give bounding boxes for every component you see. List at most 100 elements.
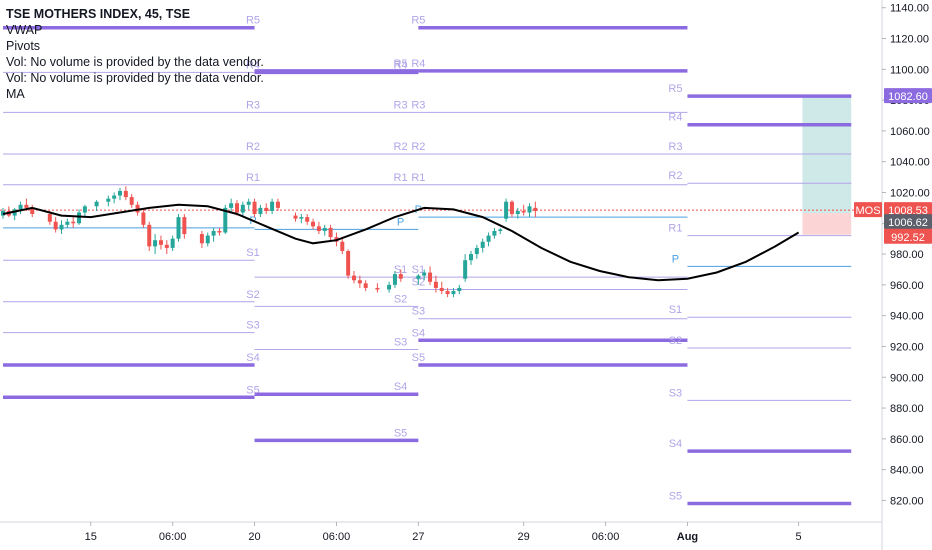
candle-body xyxy=(387,284,392,290)
candle-body xyxy=(270,201,275,211)
candle-body xyxy=(82,206,87,213)
candle-body xyxy=(422,272,427,276)
candle-body xyxy=(118,190,122,196)
indicator-ma[interactable]: MA xyxy=(6,87,25,101)
candle-body xyxy=(135,204,140,213)
price-tick-label: 1120.00 xyxy=(890,33,929,45)
price-tick-label: 1060.00 xyxy=(890,126,930,138)
stop-price-label: 992.52 xyxy=(891,232,925,244)
time-tick-label: 15 xyxy=(85,531,97,543)
last-price-label-bg xyxy=(884,202,932,218)
symbol-price-tag: MOS xyxy=(855,205,880,217)
candle-body xyxy=(480,241,485,248)
candle-body xyxy=(463,260,468,279)
candle-body xyxy=(235,203,239,213)
candle-body xyxy=(392,274,397,285)
price-tick-label: 1040.00 xyxy=(890,157,930,169)
pivot-label-s1: S1 xyxy=(669,304,682,316)
candle-body xyxy=(340,241,345,251)
candle-body xyxy=(258,207,263,215)
pivot-label-r1: R1 xyxy=(668,223,682,235)
candle-body xyxy=(147,224,152,247)
time-tick-label: 20 xyxy=(248,531,260,543)
chart-legend: TSE MOTHERS INDEX, 45, TSE VWAP Pivots V… xyxy=(6,6,264,102)
pivot-label-s4: S4 xyxy=(669,438,682,450)
candle-body xyxy=(71,221,76,224)
price-tick-label: 980.00 xyxy=(890,249,924,261)
candle-body xyxy=(65,221,70,225)
time-tick-label: Aug xyxy=(677,531,698,543)
pivot-label-r2: R2 xyxy=(411,141,425,153)
entry-price-label: 1006.62 xyxy=(888,217,928,229)
pivot-label-s3: S3 xyxy=(394,337,407,349)
candle-body xyxy=(363,283,368,288)
pivot-label-r4: R4 xyxy=(246,59,260,71)
candle-body xyxy=(199,234,204,244)
symbol-title[interactable]: TSE MOTHERS INDEX, 45, TSE xyxy=(6,7,191,21)
pivot-label-r4: R4 xyxy=(394,59,408,71)
candle-body xyxy=(275,201,280,208)
entry-price-label-bg xyxy=(884,214,932,230)
indicator-volume-1[interactable]: Vol: No volume is provided by the data v… xyxy=(6,55,264,69)
pivot-label-r3: R3 xyxy=(394,99,408,111)
candle-body xyxy=(328,227,333,238)
pivot-label-r3: R3 xyxy=(246,99,260,111)
pivot-label-r2: R2 xyxy=(394,141,408,153)
price-tick-label: 940.00 xyxy=(890,311,924,323)
candle-body xyxy=(106,198,111,202)
candle-body xyxy=(170,238,175,248)
candle-body xyxy=(229,203,234,208)
pivot-label-r5: R5 xyxy=(668,83,682,95)
indicator-vwap[interactable]: VWAP xyxy=(6,23,43,37)
time-tick-label: 06:00 xyxy=(159,531,187,543)
candle-body xyxy=(252,201,257,215)
candle-body xyxy=(486,235,491,242)
pivot-label-s5: S5 xyxy=(669,491,682,503)
symbol-price-tag-bg xyxy=(854,202,882,218)
candle-body xyxy=(352,275,356,281)
price-tick-label: 1100.00 xyxy=(890,64,929,76)
candle-body xyxy=(299,217,304,219)
indicator-volume-2[interactable]: Vol: No volume is provided by the data v… xyxy=(6,71,264,85)
price-tick-label: 960.00 xyxy=(890,280,924,292)
pivot-label-s3: S3 xyxy=(246,320,259,332)
candle-body xyxy=(451,291,456,295)
candle-body xyxy=(246,201,251,205)
candle-body xyxy=(59,224,64,230)
candle-body xyxy=(533,207,538,211)
time-tick-label: 29 xyxy=(518,531,530,543)
indicator-pivots[interactable]: Pivots xyxy=(6,39,41,53)
price-tick-label: 920.00 xyxy=(890,341,924,353)
candle-body xyxy=(112,195,117,199)
pivot-label-s4: S4 xyxy=(246,352,259,364)
candle-body xyxy=(293,215,298,219)
pivot-label-s3: S3 xyxy=(669,387,682,399)
pivot-label-r5: R5 xyxy=(246,15,260,27)
candle-body xyxy=(24,204,29,208)
price-tick-label: 820.00 xyxy=(890,495,924,507)
pivot-label-r2: R2 xyxy=(668,170,682,182)
candle-body xyxy=(94,201,99,207)
pivot-label-r5: R5 xyxy=(411,15,425,27)
candle-body xyxy=(305,217,310,222)
pivot-label-s4: S4 xyxy=(394,381,407,393)
candle-body xyxy=(211,230,216,236)
pivot-label-r3: R3 xyxy=(668,141,682,153)
profit-zone xyxy=(802,96,852,214)
candle-body xyxy=(509,201,514,215)
candle-body xyxy=(141,212,146,225)
pivot-label-r1: R1 xyxy=(246,172,260,184)
candle-body xyxy=(527,206,532,213)
price-tick-label: 860.00 xyxy=(890,434,924,446)
candle-body xyxy=(176,217,181,239)
pivot-label-r1: R1 xyxy=(394,172,408,184)
candle-body xyxy=(375,287,380,290)
candle-body xyxy=(164,244,169,248)
pivot-label-r5: R5 xyxy=(394,58,408,70)
loss-zone xyxy=(802,213,852,235)
candle-body xyxy=(521,210,526,213)
candle-body xyxy=(322,227,327,231)
candle-body xyxy=(18,204,23,210)
